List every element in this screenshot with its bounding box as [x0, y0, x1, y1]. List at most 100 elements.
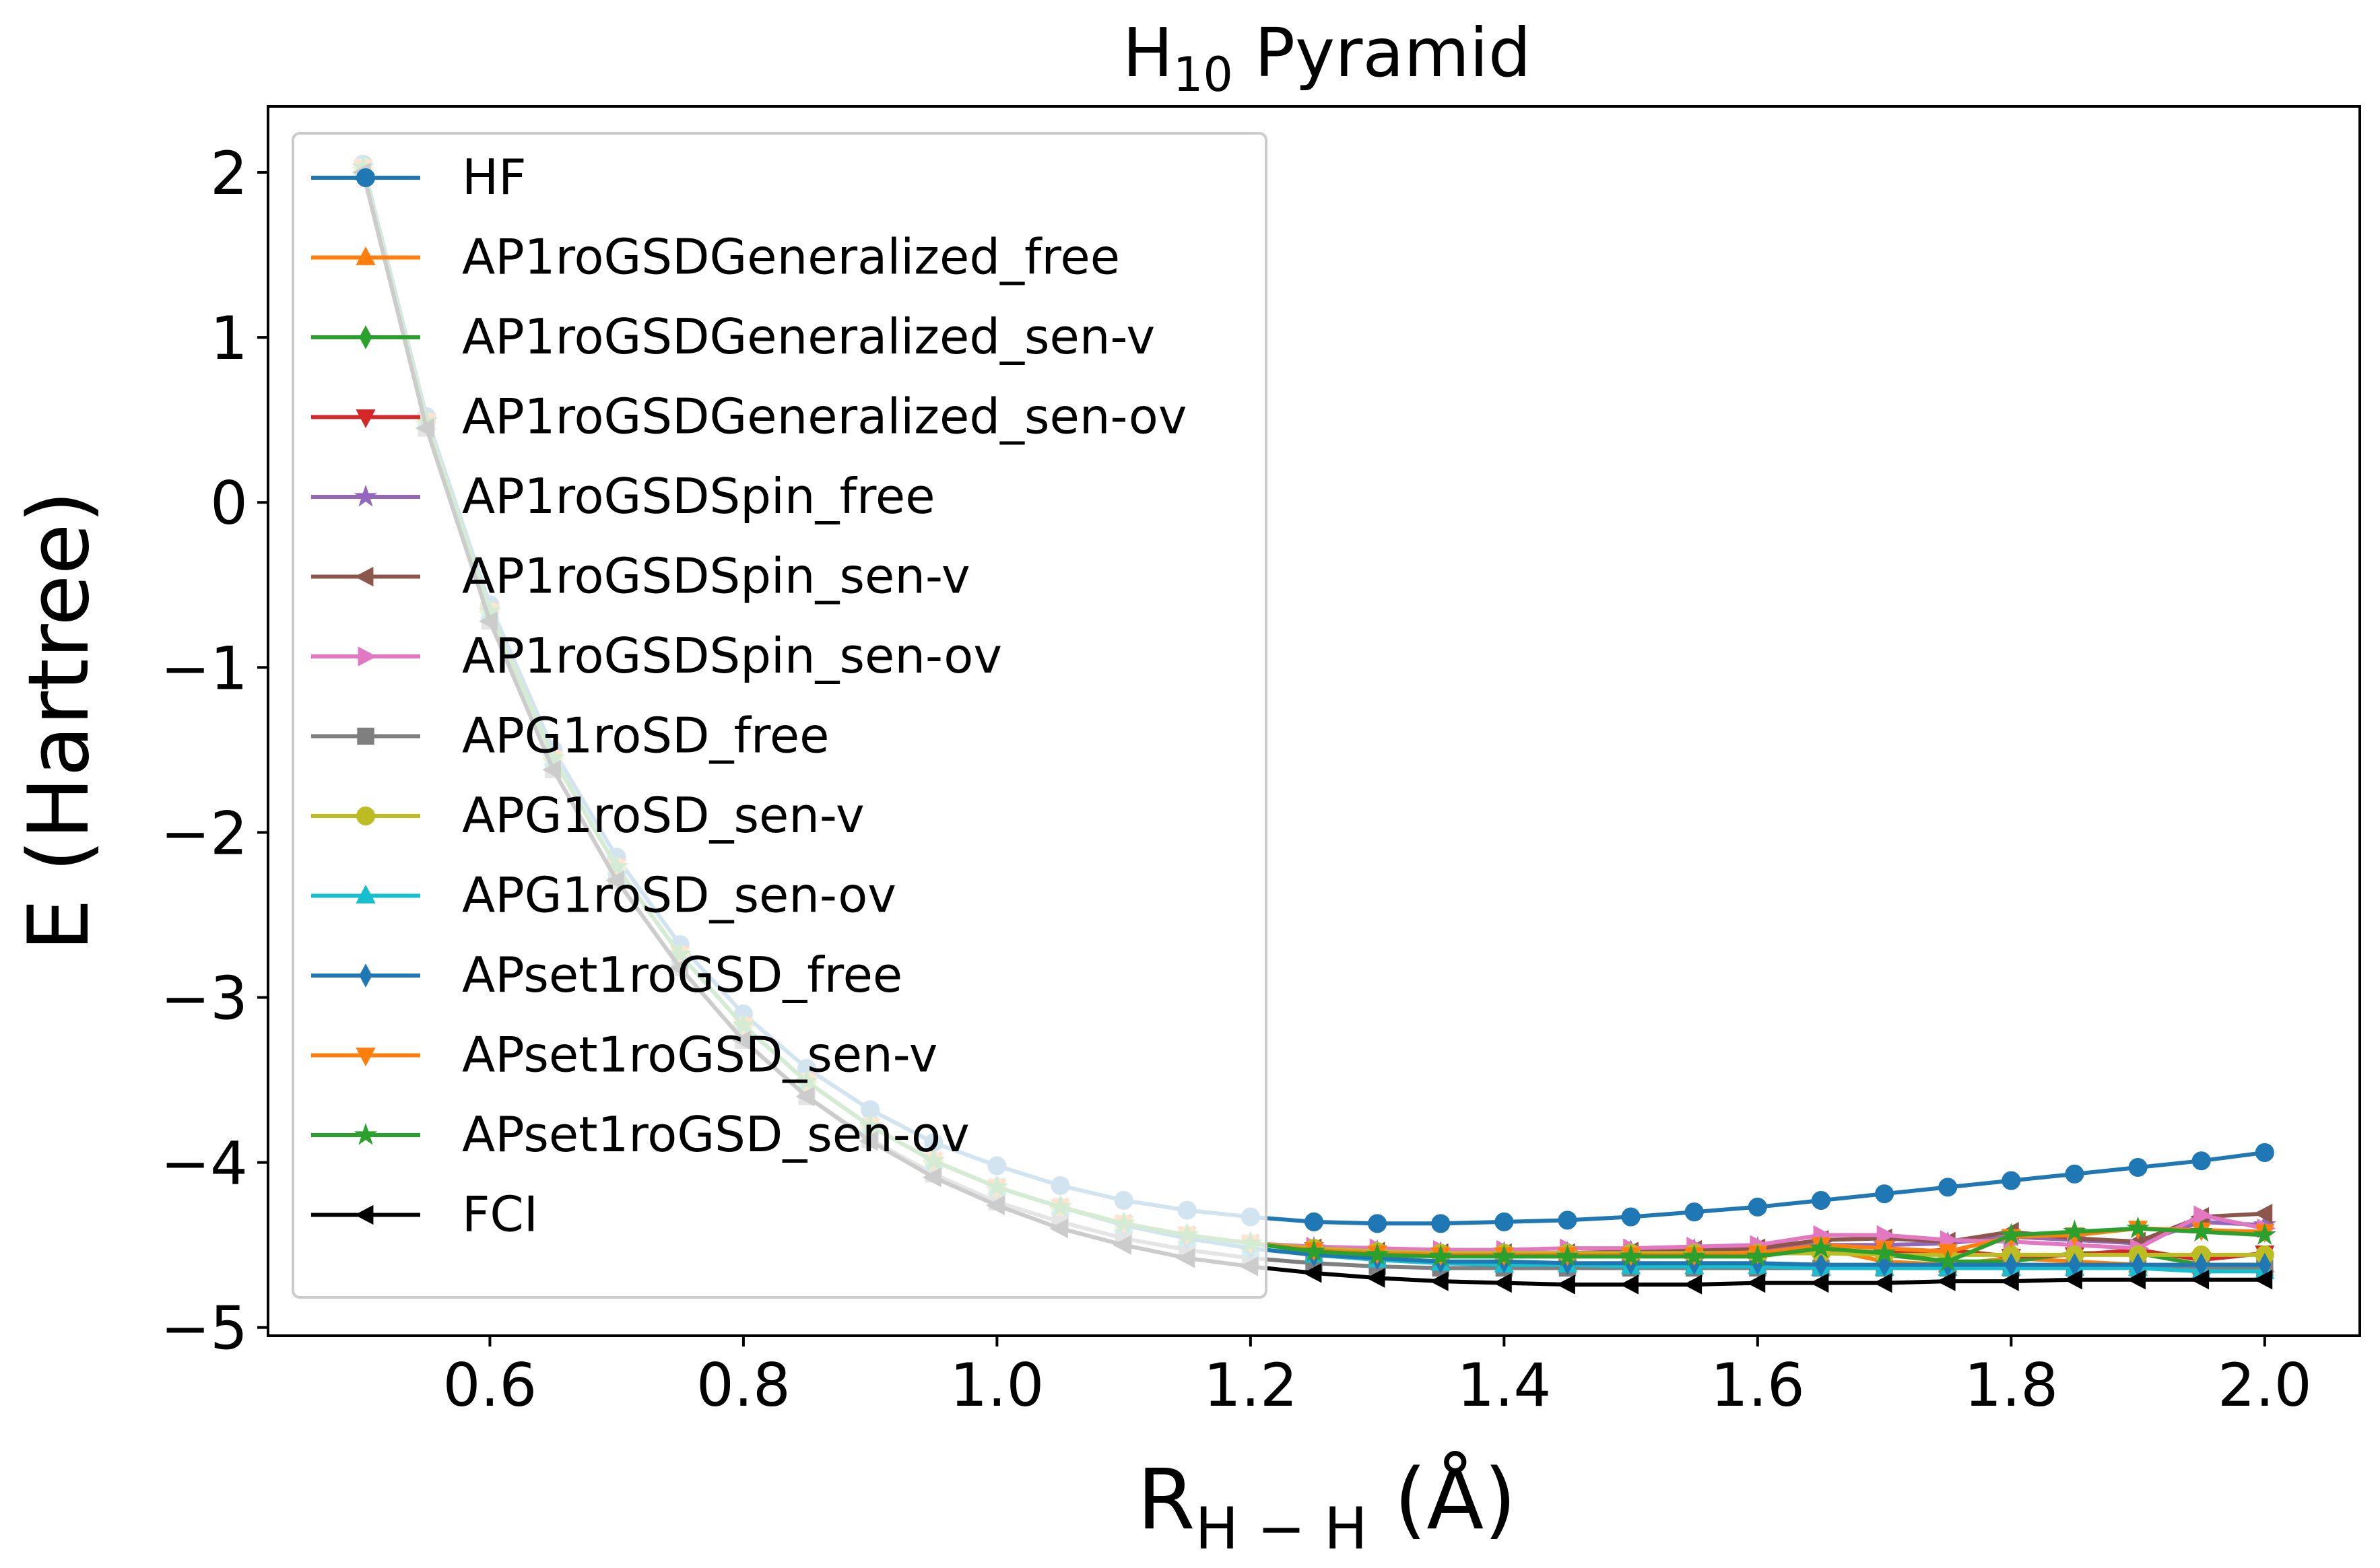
legend-label: AP1roGSDGeneralized_free [462, 229, 1120, 285]
data-point [2004, 1252, 2018, 1277]
legend-label: AP1roGSDGeneralized_sen-ov [462, 388, 1187, 445]
legend-label: AP1roGSDSpin_sen-v [462, 548, 970, 605]
data-point [1619, 1244, 1643, 1266]
legend-label: APG1roSD_sen-v [462, 787, 865, 844]
data-point [1684, 1202, 1704, 1222]
x-tick-label: 0.6 [442, 1351, 537, 1420]
y-tick-label: 1 [210, 304, 248, 373]
legend-marker [357, 727, 374, 745]
legend-item-ap1rogsdspin-sen-ov: AP1roGSDSpin_sen-ov [311, 627, 1002, 684]
data-point [1429, 1244, 1453, 1266]
data-point [1620, 1274, 1639, 1295]
legend-label: HF [462, 149, 527, 205]
data-point [1748, 1197, 1767, 1217]
y-tick-label: 2 [210, 139, 248, 208]
data-point [1556, 1244, 1579, 1266]
legend-item-apset1rogsd-free: APset1roGSD_free [311, 947, 902, 1003]
x-tick-label: 1.6 [1711, 1351, 1805, 1420]
data-point [1492, 1272, 1512, 1293]
legend-marker [356, 168, 375, 187]
data-point [1811, 1191, 1830, 1211]
data-point [1876, 1225, 1896, 1246]
legend-label: APset1roGSD_sen-ov [462, 1106, 970, 1163]
x-axis-label: RH − H (Å) [1137, 1450, 1516, 1563]
data-point [1875, 1184, 1894, 1204]
data-point [1938, 1178, 1958, 1197]
legend: HF AP1roGSDGeneralized_free AP1roGSDGenera… [292, 132, 1267, 1299]
data-point [1682, 1244, 1706, 1266]
legend-label: FCI [462, 1186, 538, 1243]
data-point [2065, 1164, 2084, 1184]
legend-label: AP1roGSDSpin_free [462, 468, 935, 524]
legend-marker [356, 246, 376, 265]
x-tick-label: 2.0 [2218, 1351, 2312, 1420]
y-tick-label: −3 [160, 964, 248, 1033]
chart-title: H10 Pyramid [1123, 13, 1531, 102]
data-point [1366, 1268, 1385, 1288]
data-point [1683, 1274, 1703, 1295]
data-point [2063, 1270, 2082, 1290]
legend-marker [354, 1122, 378, 1145]
legend-label: APG1roSD_free [462, 708, 829, 764]
data-point [1429, 1271, 1449, 1291]
legend-item-apset1rogsd-sen-ov: APset1roGSD_sen-ov [311, 1106, 970, 1163]
legend-item-hf: HF [311, 149, 527, 205]
data-point [1556, 1274, 1575, 1295]
legend-label: APG1roSD_sen-ov [462, 867, 896, 924]
data-point [1304, 1212, 1323, 1231]
data-point [1810, 1272, 1829, 1293]
legend-item-ap1rogsdgeneralized-sen-ov: AP1roGSDGeneralized_sen-ov [311, 388, 1187, 445]
data-point [2253, 1223, 2277, 1246]
data-point [2063, 1219, 2086, 1242]
data-point [1809, 1236, 1833, 1258]
data-point [2002, 1171, 2021, 1190]
legend-item-ap1rogsdgeneralized-sen-v: AP1roGSDGeneralized_sen-v [311, 308, 1155, 365]
legend-label: AP1roGSDSpin_sen-ov [462, 627, 1002, 684]
legend-item-apg1rosd-free: APG1roSD_free [311, 708, 829, 764]
data-point [1746, 1272, 1766, 1293]
legend-item-ap1rogsdspin-sen-v: AP1roGSDSpin_sen-v [311, 548, 970, 605]
legend-item-ap1rogsdspin-free: AP1roGSDSpin_free [311, 468, 935, 524]
data-point [1558, 1211, 1577, 1230]
y-tick-label: −2 [160, 798, 248, 868]
legend-marker [354, 566, 374, 587]
plot-frame [267, 105, 2361, 1337]
data-point [2127, 1270, 2146, 1290]
legend-item-ap1rogsdgeneralized-free: AP1roGSDGeneralized_free [311, 229, 1120, 285]
data-point [2253, 1270, 2273, 1290]
data-point [2193, 1205, 2213, 1225]
legend-marker [354, 484, 378, 507]
x-tick-label: 1.2 [1203, 1351, 1298, 1420]
data-point [1999, 1271, 2019, 1291]
legend-label: APset1roGSD_free [462, 947, 902, 1003]
x-tick-label: 1.0 [950, 1351, 1044, 1420]
data-point [2191, 1151, 2211, 1171]
y-tick-label: 0 [210, 469, 248, 538]
x-tick-label: 1.4 [1457, 1351, 1551, 1420]
data-point [1936, 1271, 1956, 1291]
legend-item-fci: FCI [311, 1186, 538, 1243]
legend-marker [358, 646, 377, 667]
x-axis-ticks: 0.6 0.8 1.0 1.2 1.4 1.6 1.8 2.0 [442, 1336, 2312, 1420]
data-point [1936, 1249, 1960, 1272]
data-point [1368, 1214, 1387, 1233]
data-point [1746, 1244, 1770, 1266]
legend-marker [356, 1048, 376, 1066]
data-point [1494, 1212, 1514, 1231]
legend-label: APset1roGSD_sen-v [462, 1027, 937, 1083]
data-point [2189, 1219, 2213, 1242]
legend-marker [356, 885, 376, 904]
x-tick-label: 1.8 [1964, 1351, 2058, 1420]
y-tick-label: −4 [160, 1129, 248, 1198]
x-tick-label: 0.8 [696, 1351, 791, 1420]
data-point [1621, 1207, 1641, 1227]
legend-marker [356, 807, 375, 825]
legend-box [292, 132, 1267, 1299]
data-point [2128, 1157, 2148, 1177]
legend-marker [359, 325, 372, 349]
data-point [1302, 1239, 1326, 1262]
legend-marker [356, 409, 376, 428]
legend-item-apg1rosd-sen-ov: APG1roSD_sen-ov [311, 867, 896, 924]
y-axis-label: E (Hartree) [11, 491, 108, 951]
